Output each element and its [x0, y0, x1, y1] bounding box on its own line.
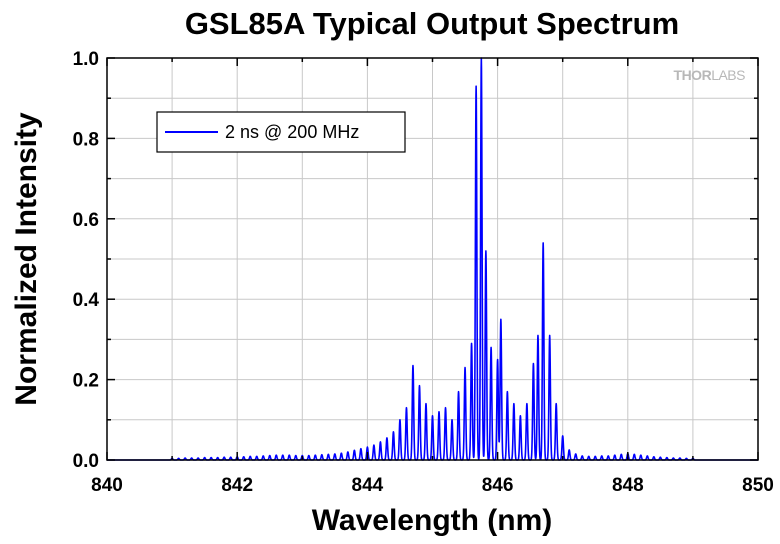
x-tick-label: 840 [91, 475, 123, 496]
legend: 2 ns @ 200 MHz [156, 111, 406, 153]
y-axis-title: Normalized Intensity [10, 112, 43, 406]
y-tick-labels: 0.0 0.2 0.4 0.6 0.8 1.0 [73, 49, 100, 472]
x-tick-label: 848 [612, 475, 644, 496]
x-tick-labels: 840 842 844 846 848 850 [91, 475, 774, 496]
y-tick-label: 0.4 [73, 290, 100, 311]
x-tick-label: 850 [742, 475, 774, 496]
watermark-thor: THOR [674, 67, 712, 83]
y-tick-label: 0.2 [73, 371, 99, 392]
legend-label: 2 ns @ 200 MHz [225, 122, 359, 142]
x-tick-label: 846 [482, 475, 514, 496]
y-tick-label: 0.8 [73, 129, 99, 150]
x-axis-title: Wavelength (nm) [312, 504, 553, 537]
x-tick-label: 842 [221, 475, 253, 496]
thorlabs-watermark-logo: THORLABS [674, 67, 746, 83]
x-tick-label: 844 [352, 475, 384, 496]
watermark-labs: LABS [711, 67, 745, 83]
axis-ticks [106, 57, 759, 461]
y-tick-label: 1.0 [73, 49, 99, 70]
y-tick-label: 0.0 [73, 451, 99, 472]
chart-title: GSL85A Typical Output Spectrum [185, 6, 679, 41]
y-tick-label: 0.6 [73, 210, 99, 231]
